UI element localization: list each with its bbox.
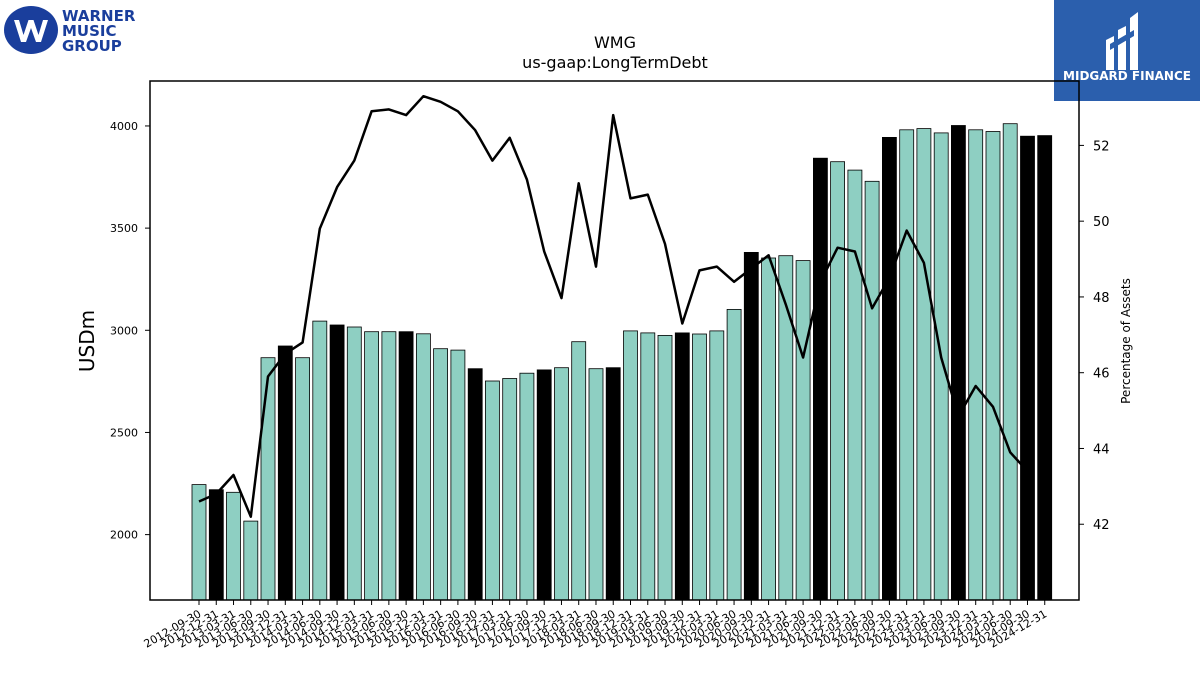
bar-2024-09-30	[1020, 135, 1035, 601]
bar-2022-06-30	[864, 180, 880, 601]
bar-2023-06-30	[933, 132, 949, 601]
y-axis-label: USDm	[75, 310, 99, 372]
bar-2019-12-31	[692, 333, 707, 601]
bar-2014-06-30	[312, 320, 328, 601]
y2-tick-label-50: 50	[1093, 215, 1110, 230]
bar-2023-12-31	[968, 129, 984, 601]
bar-2017-12-31	[554, 367, 569, 601]
bar-2015-06-30	[381, 331, 397, 601]
bar-2022-03-31	[847, 169, 863, 601]
midgard-finance-text: MIDGARD FINANCE	[1063, 69, 1191, 83]
y-tick-label-3000: 3000	[110, 324, 138, 337]
bar-2022-09-30	[882, 136, 897, 601]
bar-2020-03-31	[709, 330, 725, 601]
y-tick-label-2000: 2000	[110, 529, 138, 542]
bar-2018-12-31	[623, 330, 638, 601]
bar-2024-03-31	[985, 131, 1001, 601]
bar-2015-09-30	[398, 331, 414, 601]
bar-2013-09-30	[260, 357, 276, 601]
y-axis-left: 2000 2500 3000 3500 4000	[110, 120, 150, 542]
bar-2021-06-30	[795, 260, 811, 601]
bar-2016-06-30	[450, 349, 466, 601]
logo-line-3: GROUP	[62, 37, 122, 55]
bar-2020-09-30	[743, 251, 759, 601]
bar-2024-12-31	[1037, 135, 1053, 601]
bar-2023-03-31	[916, 128, 932, 601]
bar-2022-12-31	[899, 129, 915, 601]
logo-line-1: WARNER	[62, 7, 136, 25]
bar-2019-09-30	[674, 332, 690, 601]
bar-2021-12-31	[830, 161, 845, 601]
bar-2013-03-31	[226, 491, 241, 601]
warner-music-group-logo: WARNER MUSIC GROUP	[4, 4, 140, 56]
plot-frame	[149, 80, 1080, 601]
bar-2013-06-30	[243, 520, 259, 601]
bar-2016-09-30	[467, 368, 483, 601]
y2-tick-label-44: 44	[1093, 442, 1110, 457]
bar-2018-06-30	[588, 368, 604, 601]
bar-2016-12-31	[484, 380, 500, 601]
y2-tick-label-42: 42	[1093, 518, 1110, 533]
y2-tick-label-48: 48	[1093, 291, 1110, 306]
y2-tick-label-46: 46	[1093, 367, 1110, 382]
y-tick-label-2500: 2500	[110, 426, 138, 439]
bar-2016-03-31	[433, 348, 449, 601]
bar-2015-03-31	[364, 331, 380, 601]
bar-2014-09-30	[329, 324, 345, 601]
bar-2018-09-30	[605, 367, 621, 601]
bar-series	[191, 123, 1053, 601]
chart-subtitle: us-gaap:LongTermDebt	[522, 53, 708, 72]
line-percentage-of-assets	[198, 94, 1029, 518]
bar-2020-12-31	[761, 257, 776, 601]
y-tick-label-4000: 4000	[110, 120, 138, 133]
line-series	[198, 94, 1029, 518]
bar-2014-03-31	[295, 357, 311, 601]
bar-2017-03-31	[502, 378, 518, 601]
x-axis: 2012-09-302012-12-312013-03-312013-06-30…	[142, 600, 1049, 651]
bar-2020-06-30	[726, 308, 742, 601]
chart-title: WMG	[594, 33, 636, 52]
bar-2019-03-31	[640, 332, 656, 601]
bar-2021-09-30	[813, 157, 828, 601]
bar-2015-12-31	[415, 333, 431, 601]
bar-2014-12-31	[346, 326, 362, 601]
y-tick-label-3500: 3500	[110, 222, 138, 235]
bar-2017-09-30	[536, 369, 552, 601]
midgard-finance-logo: MIDGARD FINANCE	[1054, 0, 1200, 101]
bar-2023-09-30	[951, 125, 966, 601]
bar-2024-06-30	[1002, 123, 1018, 601]
bar-2013-12-31	[277, 345, 293, 601]
logo-line-2: MUSIC	[62, 22, 117, 40]
bar-2012-12-31	[208, 489, 224, 601]
bar-2012-09-30	[191, 484, 207, 601]
bar-2019-06-30	[657, 334, 673, 601]
bar-2017-06-30	[519, 372, 535, 601]
y2-axis-label: Percentage of Assets	[1119, 278, 1133, 404]
bar-2018-03-31	[571, 341, 587, 601]
y-axis-right: 42 44 46 48 50 52	[1079, 139, 1110, 533]
y2-tick-label-52: 52	[1093, 139, 1110, 154]
